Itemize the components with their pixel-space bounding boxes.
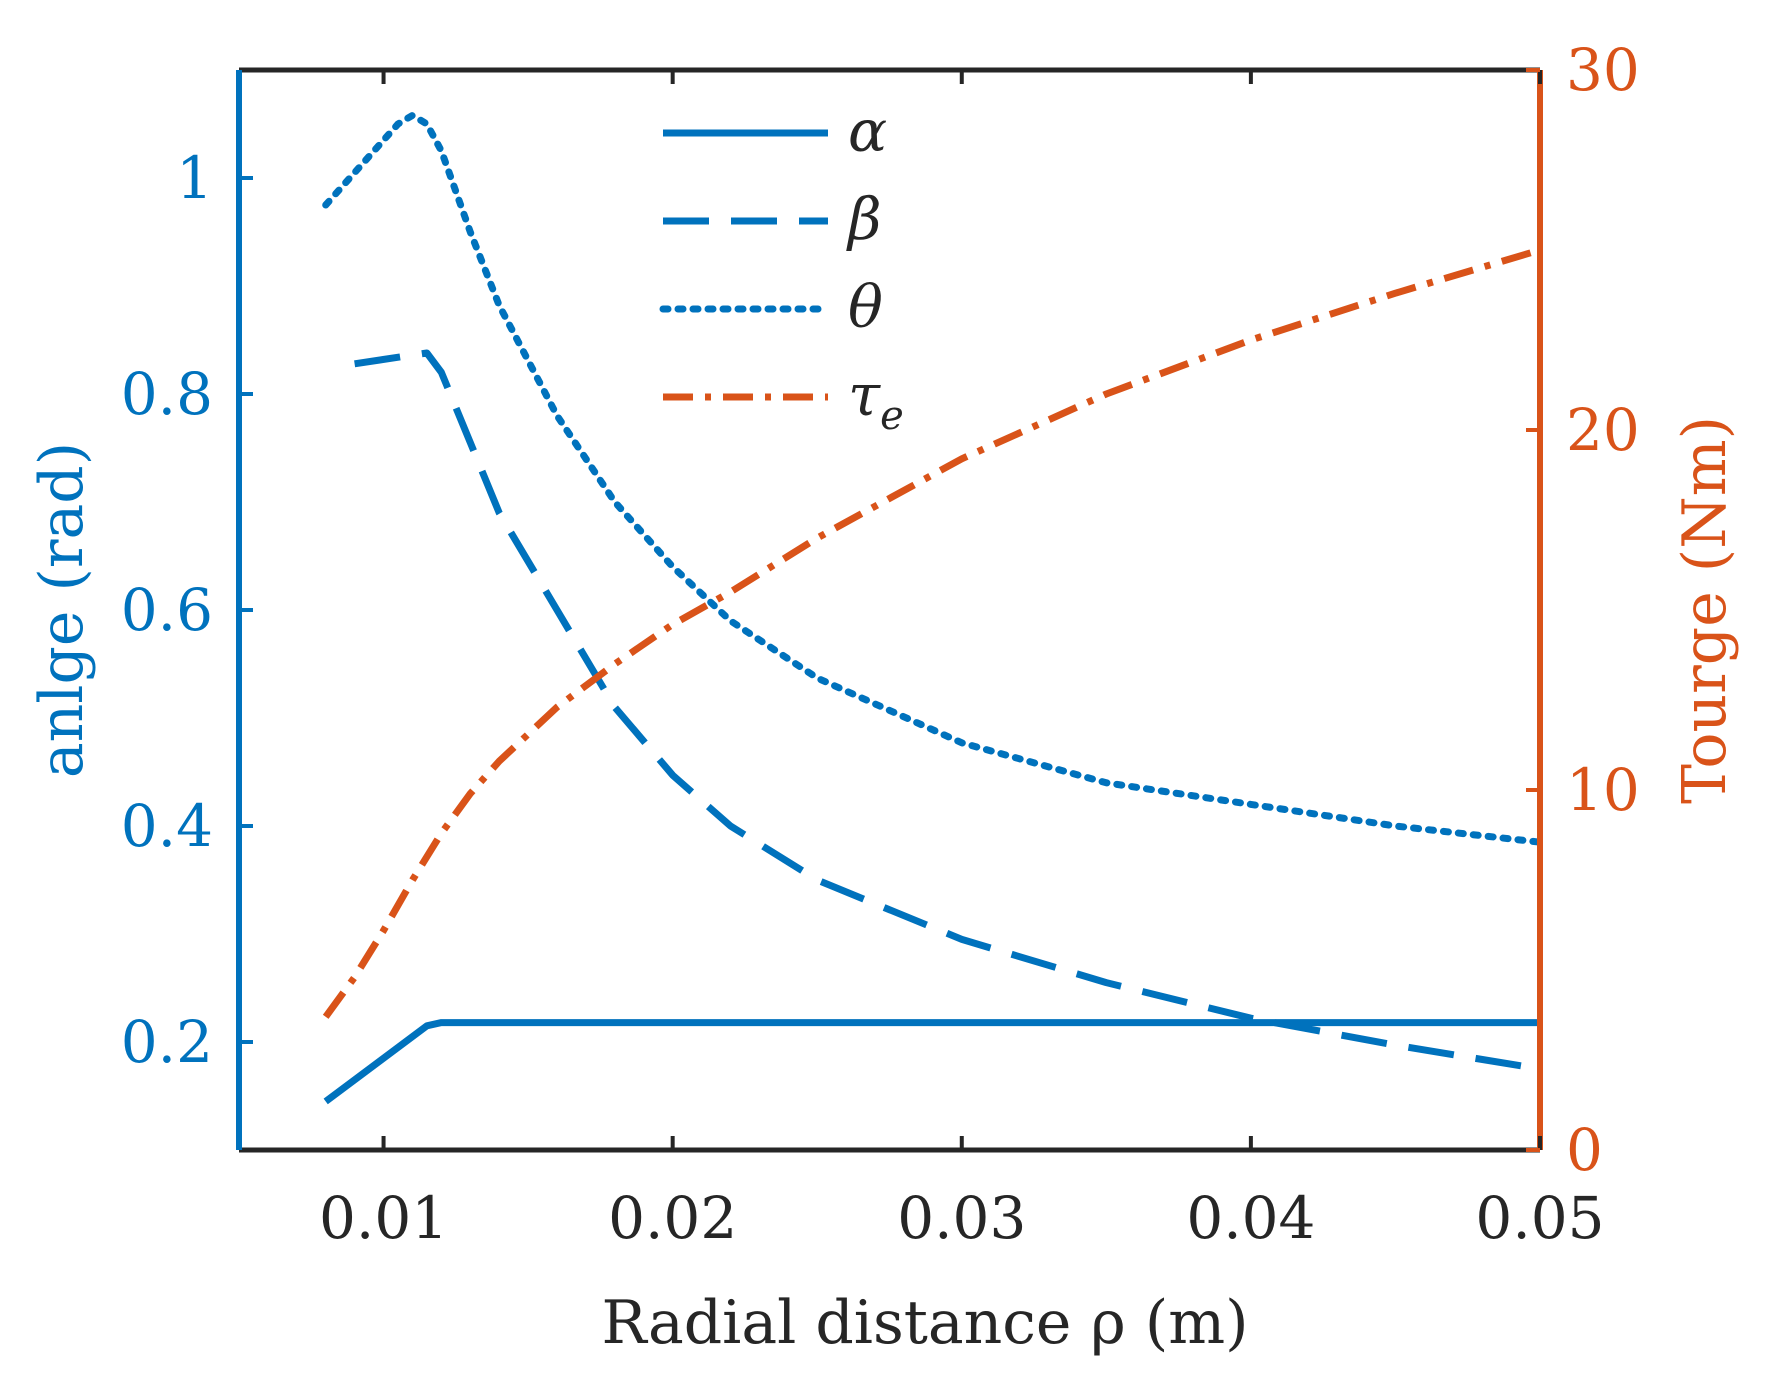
y-right-tick-label: 10 <box>1566 756 1640 824</box>
axes-frame <box>236 67 1543 1153</box>
x-tick-label: 0.01 <box>319 1184 448 1252</box>
series-line-1 <box>354 349 1541 1073</box>
x-tick-label: 0.04 <box>1186 1184 1315 1252</box>
series-layer <box>322 111 1544 1105</box>
y-left-tick-label: 0.6 <box>121 576 213 644</box>
legend-label-0: α <box>848 97 887 165</box>
y-left-tick-label: 1 <box>176 144 213 212</box>
y-left-tick-label: 0.2 <box>121 1008 213 1076</box>
y-right-tick-label: 30 <box>1566 36 1640 104</box>
legend-label-3: τe <box>848 361 904 439</box>
legend-label-1: β <box>846 185 882 253</box>
series-line-0 <box>323 1019 1540 1105</box>
x-tick-label: 0.02 <box>608 1184 737 1252</box>
legend: αβθ τe <box>659 97 904 439</box>
legend-label-2: θ <box>848 273 883 341</box>
x-axis-label: Radial distance ρ (m) <box>601 1288 1248 1358</box>
y-axis-left-label: anlge (rad) <box>27 442 97 778</box>
x-tick-label: 0.05 <box>1475 1184 1604 1252</box>
x-tick-label: 0.03 <box>897 1184 1026 1252</box>
y-right-tick-label: 20 <box>1566 396 1640 464</box>
series-line-2 <box>322 111 1544 846</box>
y-axis-right-label: Tourge (Nm) <box>1670 416 1740 804</box>
y-left-tick-label: 0.8 <box>121 360 213 428</box>
y-right-tick-label: 0 <box>1566 1116 1603 1184</box>
legend-label-subscript: e <box>880 393 904 439</box>
y-left-tick-label: 0.4 <box>121 792 213 860</box>
series-line-3 <box>322 246 1542 1019</box>
